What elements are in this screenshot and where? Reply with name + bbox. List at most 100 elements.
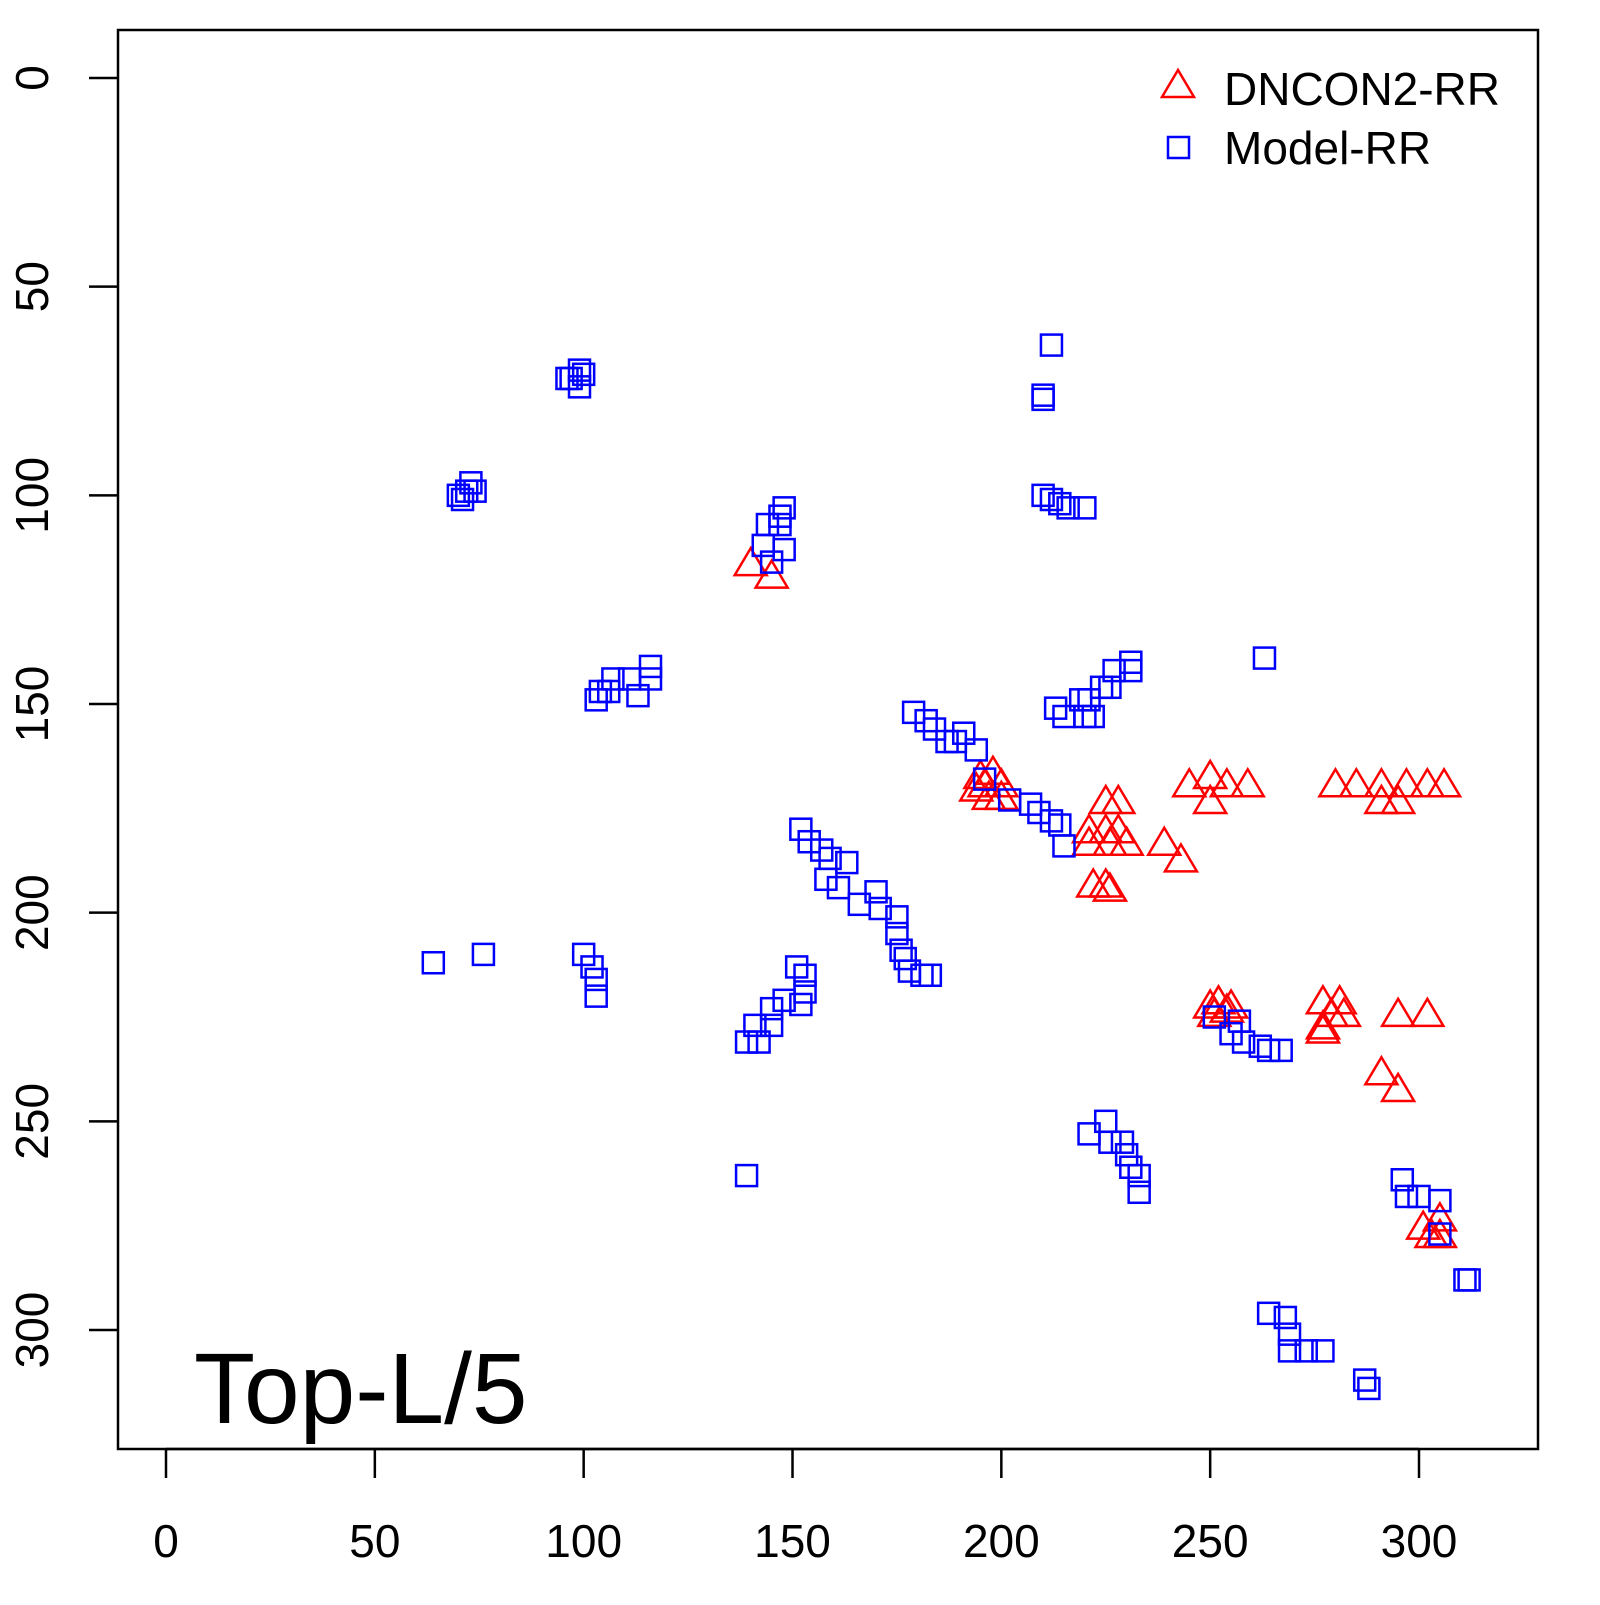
y-tick-label: 50 — [6, 261, 58, 312]
point-model-rr — [734, 1030, 759, 1054]
point-dncon2-rr — [1363, 1054, 1400, 1086]
point-model-rr — [1119, 658, 1143, 683]
point-model-rr — [1294, 1339, 1318, 1363]
point-dncon2-rr — [1108, 825, 1145, 856]
point-model-rr — [559, 366, 583, 391]
point-model-rr — [584, 688, 608, 712]
point-dncon2-rr — [1413, 1217, 1450, 1249]
point-dncon2-rr — [1388, 766, 1425, 798]
point-model-rr — [1031, 387, 1055, 412]
point-model-rr — [571, 362, 596, 387]
point-dncon2-rr — [1379, 1071, 1417, 1103]
point-dncon2-rr — [983, 779, 1020, 811]
point-model-rr — [584, 984, 608, 1008]
point-model-rr — [759, 1013, 784, 1038]
x-tick-label: 300 — [1381, 1515, 1458, 1567]
x-tick-label: 250 — [1172, 1515, 1249, 1567]
y-axis: 0 50 100 150 200 250 300 — [6, 65, 118, 1368]
point-model-rr — [826, 875, 851, 900]
point-dncon2-rr — [1363, 766, 1400, 798]
point-model-rr — [768, 512, 792, 537]
point-dncon2-rr — [958, 771, 995, 802]
point-model-rr — [868, 896, 892, 921]
point-dncon2-rr — [732, 545, 769, 577]
legend-triangle-icon — [1159, 67, 1197, 99]
point-model-rr — [743, 1013, 767, 1038]
point-model-rr — [1311, 1339, 1335, 1363]
point-model-rr — [1277, 1339, 1302, 1363]
point-model-rr — [1256, 1038, 1281, 1063]
point-dncon2-rr — [1171, 766, 1208, 798]
point-model-rr — [789, 992, 813, 1017]
point-model-rr — [1453, 1268, 1477, 1292]
point-dncon2-rr — [1162, 841, 1200, 873]
point-model-rr — [1390, 1168, 1415, 1192]
point-model-rr — [571, 942, 596, 967]
point-model-rr — [864, 880, 888, 904]
x-axis: 0 50 100 150 200 250 300 — [153, 1447, 1458, 1567]
point-dncon2-rr — [1404, 1209, 1442, 1240]
point-dncon2-rr — [1421, 1200, 1459, 1232]
point-model-rr — [1273, 1305, 1298, 1330]
point-model-rr — [446, 483, 471, 508]
point-model-rr — [797, 829, 821, 854]
point-model-rr — [1269, 1038, 1293, 1063]
y-tick-label: 0 — [6, 65, 58, 91]
point-model-rr — [922, 717, 947, 741]
point-model-rr — [914, 708, 938, 733]
point-model-rr — [789, 817, 813, 841]
point-model-rr — [1068, 688, 1093, 712]
point-model-rr — [1352, 1368, 1377, 1392]
point-model-rr — [1027, 800, 1051, 825]
point-model-rr — [1089, 675, 1114, 700]
point-dncon2-rr — [1425, 766, 1463, 798]
point-model-rr — [734, 1163, 759, 1188]
chart-annotation: Top-L/5 — [194, 1333, 528, 1445]
point-model-rr — [1114, 1142, 1139, 1167]
point-model-rr — [1127, 1180, 1151, 1205]
point-dncon2-rr — [1191, 783, 1229, 815]
point-model-rr — [1277, 1322, 1302, 1346]
point-model-rr — [1102, 658, 1126, 683]
point-model-rr — [964, 738, 989, 762]
point-model-rr — [835, 850, 859, 875]
point-dncon2-rr — [1208, 766, 1246, 798]
y-tick-label: 200 — [6, 874, 58, 951]
point-model-rr — [1231, 1030, 1256, 1054]
x-tick-label: 0 — [153, 1515, 179, 1567]
x-tick-label: 200 — [963, 1515, 1040, 1567]
point-model-rr — [1081, 704, 1105, 729]
point-model-rr — [893, 946, 918, 971]
point-dncon2-rr — [983, 766, 1020, 798]
point-model-rr — [784, 955, 809, 979]
point-dncon2-rr — [1091, 871, 1129, 902]
point-model-rr — [567, 358, 592, 382]
point-dncon2-rr — [1212, 988, 1250, 1019]
point-model-rr — [885, 905, 909, 929]
point-model-rr — [809, 838, 834, 862]
point-model-rr — [596, 679, 621, 704]
point-model-rr — [580, 955, 604, 979]
data-points — [421, 333, 1481, 1401]
point-model-rr — [584, 967, 608, 992]
point-dncon2-rr — [1409, 996, 1446, 1028]
point-dncon2-rr — [1379, 783, 1417, 815]
point-model-rr — [638, 667, 663, 691]
legend-square-icon — [1166, 135, 1191, 160]
point-dncon2-rr — [1070, 825, 1108, 856]
x-tick-label: 50 — [349, 1515, 400, 1567]
point-model-rr — [1018, 792, 1043, 816]
point-model-rr — [1056, 496, 1080, 520]
point-model-rr — [450, 487, 475, 512]
point-model-rr — [459, 471, 483, 495]
y-tick-label: 250 — [6, 1083, 58, 1160]
point-model-rr — [567, 375, 592, 399]
point-dncon2-rr — [1229, 766, 1266, 798]
point-model-rr — [471, 942, 496, 967]
point-model-rr — [463, 479, 487, 503]
point-dncon2-rr — [1409, 766, 1446, 798]
point-model-rr — [1031, 483, 1055, 508]
x-tick-label: 100 — [545, 1515, 622, 1567]
point-model-rr — [943, 729, 968, 754]
point-model-rr — [759, 550, 784, 574]
